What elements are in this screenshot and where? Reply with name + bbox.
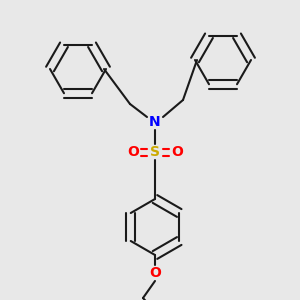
Text: N: N <box>149 115 161 129</box>
Text: O: O <box>171 145 183 159</box>
Text: O: O <box>127 145 139 159</box>
Text: O: O <box>149 266 161 280</box>
Text: S: S <box>150 145 160 159</box>
